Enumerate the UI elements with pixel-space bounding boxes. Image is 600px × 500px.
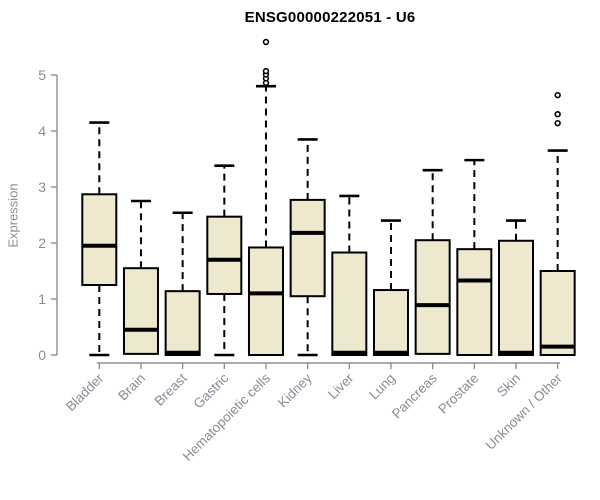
box-brain	[122, 267, 159, 355]
box-group-brain	[122, 199, 159, 355]
box-pancreas	[414, 239, 451, 355]
outlier-unknown-other-0	[554, 119, 561, 127]
outlier-unknown-other-2	[554, 91, 561, 99]
box-group-skin	[498, 219, 534, 356]
x-label-skin: Skin	[494, 371, 523, 400]
x-label-kidney: Kidney	[275, 370, 315, 410]
x-label-bladder: Bladder	[63, 370, 107, 414]
x-label-pancreas: Pancreas	[389, 370, 440, 421]
x-label-liver: Liver	[325, 370, 357, 402]
box-prostate	[456, 248, 493, 356]
chart-title: ENSG00000222051 - U6	[244, 9, 416, 26]
outlier-hematopoietic-cells-4	[262, 38, 270, 46]
box-group-pancreas	[414, 168, 451, 355]
box-group-prostate	[456, 158, 493, 356]
box-liver	[331, 251, 368, 357]
outlier-hematopoietic-cells-3	[262, 67, 270, 75]
x-label-breast: Breast	[152, 370, 190, 408]
box-group-hematopoietic-cells	[247, 38, 284, 356]
box-lung	[372, 289, 409, 357]
y-tick-label-1: 1	[38, 291, 46, 307]
x-label-lung: Lung	[366, 371, 398, 403]
y-tick-label-3: 3	[38, 179, 46, 195]
box-group-liver	[331, 194, 368, 357]
box-group-breast	[164, 211, 201, 357]
x-label-brain: Brain	[115, 371, 148, 404]
box-gastric	[206, 215, 243, 295]
y-tick-label-5: 5	[38, 67, 46, 83]
box-group-bladder	[81, 121, 118, 357]
x-label-gastric: Gastric	[191, 370, 232, 411]
box-breast	[164, 290, 201, 357]
y-tick-label-4: 4	[38, 123, 46, 139]
y-tick-label-0: 0	[38, 347, 46, 363]
box-kidney	[289, 198, 326, 298]
box-group-unknown-other	[539, 91, 576, 356]
box-group-kidney	[289, 138, 326, 357]
box-bladder	[81, 193, 118, 286]
x-label-prostate: Prostate	[435, 371, 481, 417]
x-label-unknown-other: Unknown / Other	[483, 370, 566, 453]
box-group-gastric	[206, 164, 243, 357]
box-unknown-other	[539, 270, 576, 356]
box-skin	[498, 239, 534, 356]
outlier-unknown-other-1	[554, 110, 561, 118]
box-group-lung	[372, 219, 409, 357]
box-hematopoietic-cells	[247, 246, 284, 356]
y-tick-label-2: 2	[38, 235, 46, 251]
